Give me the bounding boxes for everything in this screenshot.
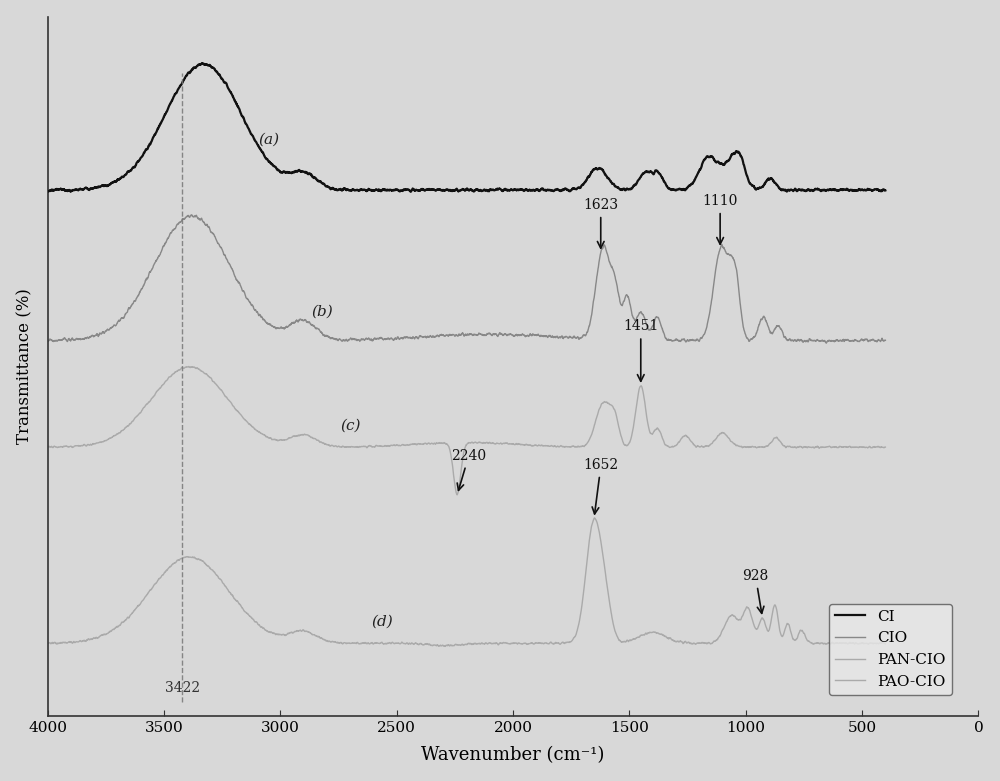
Text: (b): (b) [311,305,333,319]
X-axis label: Wavenumber (cm⁻¹): Wavenumber (cm⁻¹) [421,747,605,765]
Text: 2240: 2240 [451,449,486,490]
Legend: CI, CIO, PAN-CIO, PAO-CIO: CI, CIO, PAN-CIO, PAO-CIO [829,604,952,695]
Text: 1652: 1652 [583,458,619,514]
Y-axis label: Transmittance (%): Transmittance (%) [17,288,34,444]
Text: 1110: 1110 [702,194,738,244]
Text: 3422: 3422 [165,681,200,695]
Text: 1623: 1623 [583,198,618,248]
Text: 928: 928 [742,569,769,613]
Text: (a): (a) [258,133,279,147]
Text: (c): (c) [340,419,360,433]
Text: 1451: 1451 [623,319,658,381]
Text: (d): (d) [372,615,394,629]
